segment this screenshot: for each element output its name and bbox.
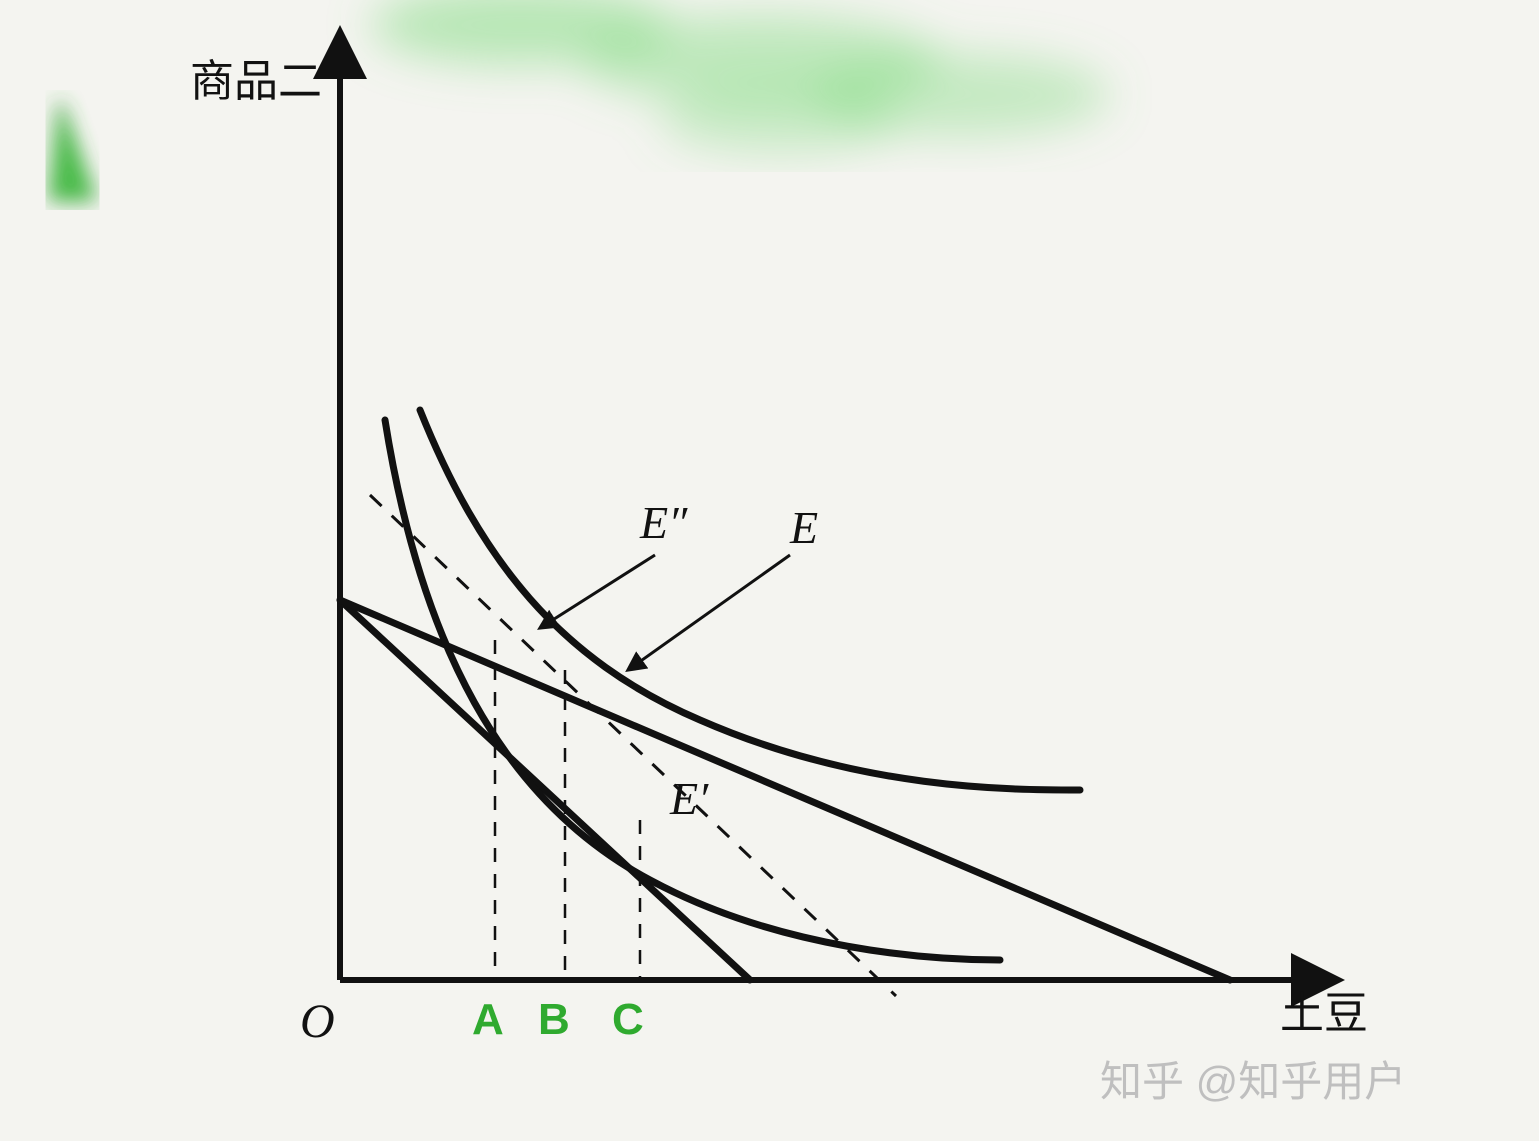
label-E-prime: E′ bbox=[670, 776, 708, 822]
watermark-text: 知乎 @知乎用户 bbox=[1100, 1048, 1406, 1109]
smudge bbox=[660, 85, 900, 155]
origin-label: O bbox=[300, 998, 335, 1046]
label-E: E bbox=[790, 505, 818, 551]
axis-letter-B: B bbox=[538, 998, 570, 1042]
axis-letter-A: A bbox=[472, 998, 504, 1042]
label-E-double-prime: E″ bbox=[640, 500, 687, 546]
y-axis-label: 商品二 bbox=[190, 60, 322, 104]
x-axis-label: 土豆 bbox=[1280, 992, 1368, 1036]
axis-letter-C: C bbox=[612, 998, 644, 1042]
economics-diagram bbox=[0, 0, 1539, 1141]
page: { "canvas": { "width": 1539, "height": 1… bbox=[0, 0, 1539, 1141]
